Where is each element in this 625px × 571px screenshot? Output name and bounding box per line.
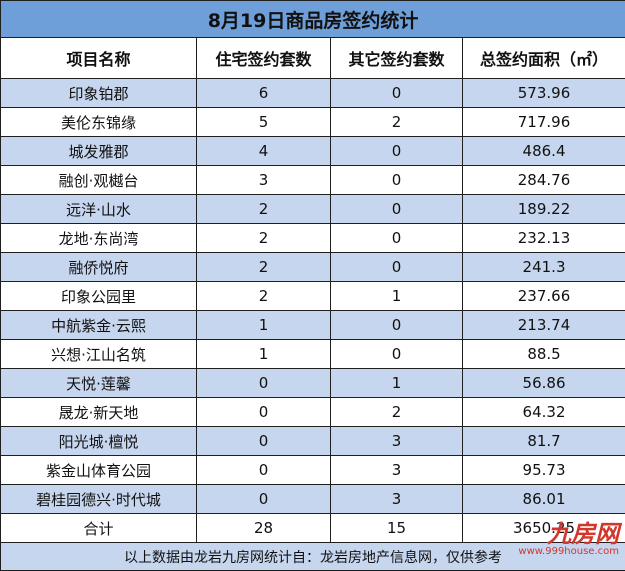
- table-cell: 81.7: [463, 427, 625, 456]
- table-cell: 28: [197, 514, 331, 543]
- table-cell: 0: [197, 369, 331, 398]
- table-cell: 86.01: [463, 485, 625, 514]
- table-cell: 融侨悦府: [1, 253, 197, 282]
- column-header: 总签约面积（㎡）: [463, 38, 625, 79]
- table-cell: 573.96: [463, 79, 625, 108]
- column-header: 住宅签约套数: [197, 38, 331, 79]
- table-cell: 2: [197, 253, 331, 282]
- table-cell: 2: [331, 108, 463, 137]
- table-cell: 0: [331, 195, 463, 224]
- table-cell: 241.3: [463, 253, 625, 282]
- table-cell: 3: [331, 427, 463, 456]
- table-cell: 合计: [1, 514, 197, 543]
- table-cell: 6: [197, 79, 331, 108]
- table-cell: 237.66: [463, 282, 625, 311]
- table-cell: 0: [331, 137, 463, 166]
- table-cell: 15: [331, 514, 463, 543]
- table-cell: 紫金山体育公园: [1, 456, 197, 485]
- table-cell: 印象公园里: [1, 282, 197, 311]
- table-title: 8月19日商品房签约统计: [1, 1, 625, 38]
- table-cell: 1: [331, 282, 463, 311]
- table-cell: 95.73: [463, 456, 625, 485]
- watermark: 九房网 www.999house.com: [518, 522, 619, 557]
- table-cell: 88.5: [463, 340, 625, 369]
- table-cell: 5: [197, 108, 331, 137]
- table-cell: 3: [331, 485, 463, 514]
- table-cell: 64.32: [463, 398, 625, 427]
- table-cell: 3: [197, 166, 331, 195]
- table-cell: 美伦东锦缘: [1, 108, 197, 137]
- table-cell: 龙地·东尚湾: [1, 224, 197, 253]
- table-cell: 2: [197, 224, 331, 253]
- table-cell: 0: [331, 79, 463, 108]
- table-cell: 中航紫金·云熙: [1, 311, 197, 340]
- table-cell: 2: [197, 282, 331, 311]
- table-cell: 天悦·莲馨: [1, 369, 197, 398]
- table-cell: 0: [197, 427, 331, 456]
- table-cell: 56.86: [463, 369, 625, 398]
- table-cell: 远洋·山水: [1, 195, 197, 224]
- table-cell: 1: [331, 369, 463, 398]
- watermark-logo: 九房网: [518, 522, 619, 546]
- table-cell: 0: [331, 340, 463, 369]
- watermark-url: www.999house.com: [518, 546, 619, 557]
- table-cell: 486.4: [463, 137, 625, 166]
- table-cell: 0: [331, 166, 463, 195]
- table-cell: 1: [197, 311, 331, 340]
- table-cell: 1: [197, 340, 331, 369]
- table-cell: 兴想·江山名筑: [1, 340, 197, 369]
- table-cell: 0: [331, 253, 463, 282]
- table-cell: 189.22: [463, 195, 625, 224]
- column-header: 项目名称: [1, 38, 197, 79]
- table-cell: 碧桂园德兴·时代城: [1, 485, 197, 514]
- table-cell: 213.74: [463, 311, 625, 340]
- table-cell: 0: [197, 485, 331, 514]
- table-cell: 232.13: [463, 224, 625, 253]
- table-cell: 0: [331, 224, 463, 253]
- table-cell: 2: [331, 398, 463, 427]
- table-cell: 城发雅郡: [1, 137, 197, 166]
- table-cell: 0: [197, 456, 331, 485]
- table-cell: 0: [197, 398, 331, 427]
- table-cell: 3: [331, 456, 463, 485]
- table-cell: 2: [197, 195, 331, 224]
- table-cell: 284.76: [463, 166, 625, 195]
- column-header: 其它签约套数: [331, 38, 463, 79]
- table-cell: 融创·观樾台: [1, 166, 197, 195]
- table-cell: 0: [331, 311, 463, 340]
- table-cell: 晟龙·新天地: [1, 398, 197, 427]
- table-cell: 4: [197, 137, 331, 166]
- table-cell: 印象铂郡: [1, 79, 197, 108]
- table-cell: 717.96: [463, 108, 625, 137]
- table-cell: 阳光城·檀悦: [1, 427, 197, 456]
